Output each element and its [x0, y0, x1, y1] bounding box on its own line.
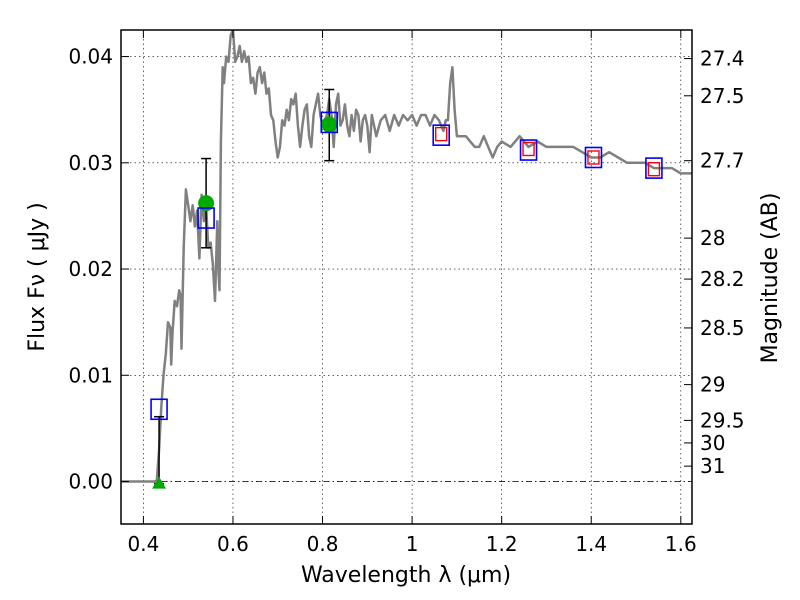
observed-photometry-square — [522, 141, 535, 157]
y-axis-label: Flux Fν ( μJy ) — [25, 202, 50, 351]
y-tick-label: 0.02 — [68, 257, 113, 281]
mag-tick-label: 30 — [700, 431, 725, 455]
mag-tick-label: 27.5 — [700, 84, 745, 108]
right-axis-label: Magnitude (AB) — [758, 193, 783, 364]
series-layer — [121, 30, 692, 489]
model-photometry-square — [320, 111, 339, 134]
mag-tick-label: 27.4 — [700, 47, 745, 71]
grid-lines — [121, 30, 692, 524]
mag-tick-label: 28.2 — [700, 267, 745, 291]
x-tick-label: 1.4 — [575, 532, 607, 556]
observed-photometry-square — [647, 161, 661, 177]
x-tick-label: 0.6 — [217, 532, 249, 556]
mag-tick-label: 29.5 — [700, 408, 745, 432]
model-photometry-square — [432, 124, 451, 146]
model-photometry-square — [645, 157, 663, 179]
axis-ticks: 0.4 0.6 0.8 1 1.2 1.4 1.6 0.00 0.01 0.02 0.03 0.04 2… — [68, 30, 745, 556]
y-tick-label: 0.00 — [68, 470, 113, 494]
observed-flux-point — [321, 116, 338, 133]
mag-tick-label: 28.5 — [700, 316, 745, 340]
mag-tick-label: 31 — [700, 454, 725, 478]
mag-tick-label: 29 — [700, 373, 725, 397]
x-tick-label: 1 — [406, 532, 419, 556]
mag-tick-label: 27.7 — [700, 149, 745, 173]
observed-photometry-square — [587, 150, 600, 165]
y-tick-label: 0.03 — [68, 151, 113, 175]
mag-tick-label: 28 — [700, 226, 725, 250]
x-tick-label: 1.6 — [665, 532, 697, 556]
x-tick-label: 1.2 — [486, 532, 518, 556]
plot-frame — [120, 29, 693, 525]
model-photometry-square — [584, 146, 603, 169]
x-axis-label: Wavelength λ (μm) — [301, 563, 511, 588]
x-tick-label: 0.8 — [307, 532, 339, 556]
model-photometry-square — [150, 398, 168, 421]
y-tick-label: 0.04 — [68, 45, 113, 69]
observed-photometry-square — [435, 126, 448, 142]
x-tick-label: 0.4 — [127, 532, 159, 556]
model-sed-line — [121, 30, 692, 483]
observed-flux-point — [198, 195, 215, 212]
upper-limit-marker — [152, 476, 167, 489]
y-tick-label: 0.01 — [68, 363, 113, 387]
model-photometry-square — [519, 139, 538, 161]
model-photometry-square — [197, 207, 215, 229]
